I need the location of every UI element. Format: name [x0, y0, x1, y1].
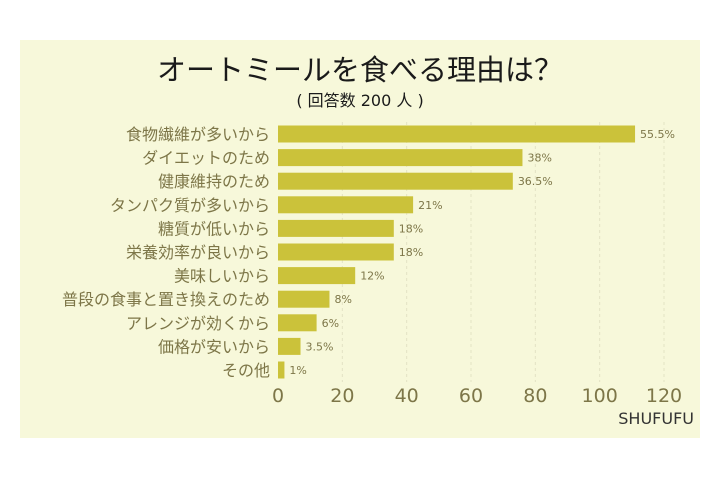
data-label: 12% — [360, 270, 384, 283]
data-label: 6% — [322, 317, 339, 330]
data-label: 18% — [399, 246, 423, 259]
bar — [278, 172, 513, 190]
data-label: 55.5% — [640, 128, 675, 141]
bar — [278, 243, 394, 261]
x-tick-label: 20 — [330, 385, 354, 407]
chart-background — [20, 40, 700, 438]
category-label: 栄養効率が良いから — [126, 243, 270, 262]
chart-subtitle: ( 回答数 200 人 ) — [296, 91, 423, 110]
bar — [278, 196, 414, 214]
bar — [278, 290, 330, 308]
data-label: 8% — [334, 293, 351, 306]
x-tick-label: 40 — [395, 385, 419, 407]
bar — [278, 149, 523, 167]
category-label: 健康維持のため — [158, 172, 270, 191]
data-label: 3.5% — [306, 340, 334, 353]
category-label: タンパク質が多いから — [110, 196, 270, 215]
bar — [278, 337, 301, 355]
category-label: 普段の食事と置き換えのため — [62, 290, 270, 309]
x-tick-label: 100 — [582, 385, 618, 407]
bar — [278, 125, 636, 143]
data-label: 21% — [418, 199, 442, 212]
x-tick-label: 0 — [272, 385, 284, 407]
data-label: 36.5% — [518, 175, 553, 188]
x-tick-label: 80 — [523, 385, 547, 407]
bar — [278, 314, 317, 332]
bar — [278, 219, 394, 237]
category-label: 食物繊維が多いから — [126, 125, 270, 144]
category-label: 糖質が低いから — [158, 219, 270, 238]
category-label: ダイエットのため — [142, 149, 270, 168]
x-tick-label: 60 — [459, 385, 483, 407]
watermark: SHUFUFU — [618, 409, 694, 428]
category-label: 美味しいから — [174, 267, 270, 286]
chart-title: オートミールを食べる理由は？ — [157, 53, 563, 87]
bar — [278, 361, 285, 379]
x-tick-label: 120 — [646, 385, 682, 407]
bar — [278, 267, 356, 285]
category-label: 価格が安いから — [158, 337, 270, 356]
category-label: その他 — [222, 361, 270, 380]
data-label: 18% — [399, 222, 423, 235]
data-label: 1% — [289, 364, 306, 377]
category-label: アレンジが効くから — [126, 314, 270, 333]
data-label: 38% — [527, 152, 551, 165]
